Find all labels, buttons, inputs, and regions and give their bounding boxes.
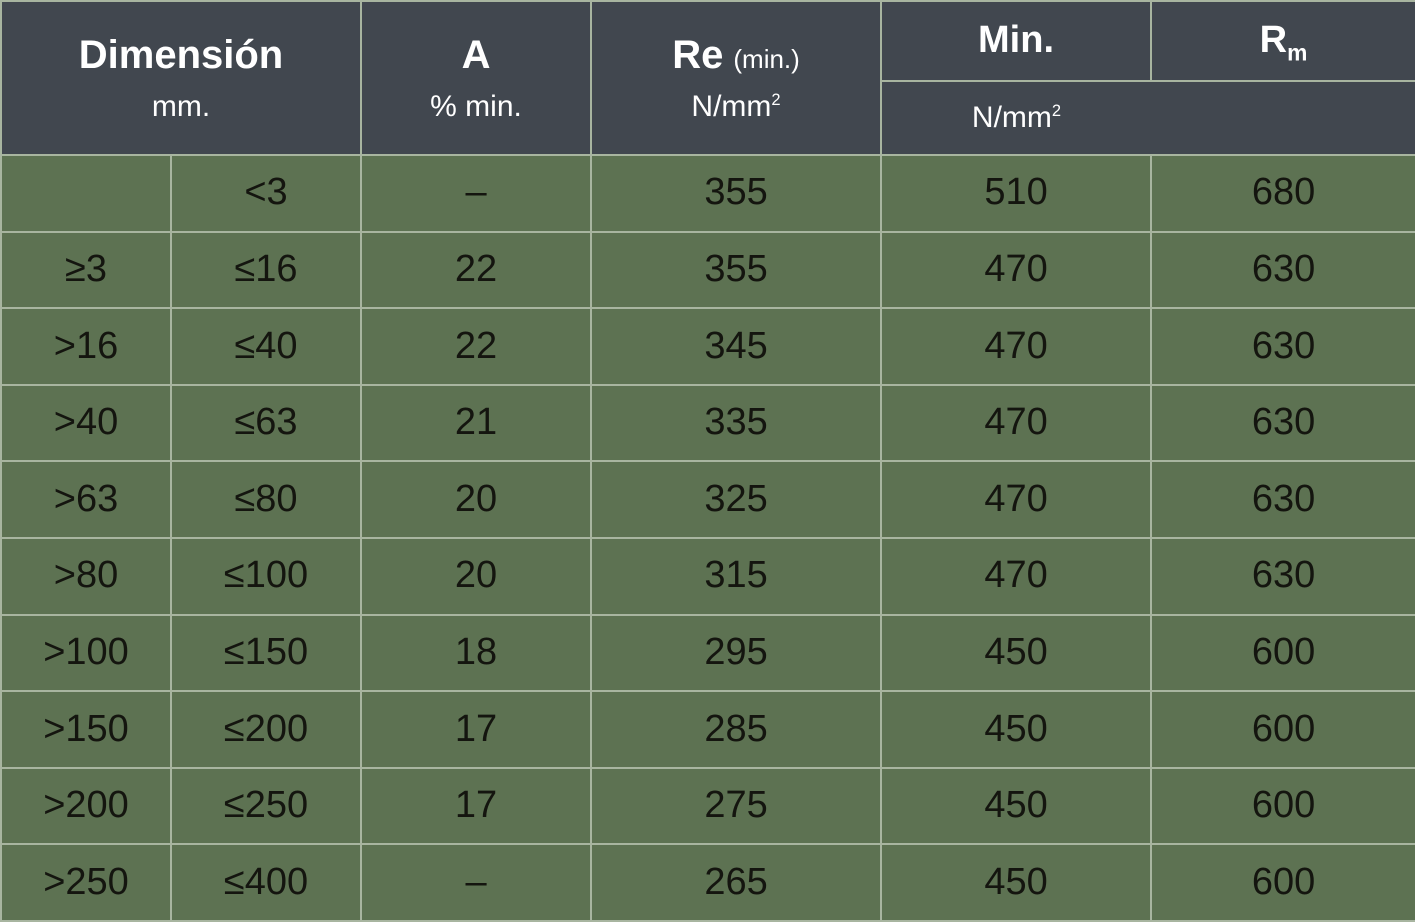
cell-A: 21 xyxy=(361,385,591,462)
cell-Rm-max: 630 xyxy=(1151,461,1415,538)
cell-Rm-min: 510 xyxy=(881,155,1151,232)
cell-Re: 345 xyxy=(591,308,881,385)
table-row: >250≤400–265450600 xyxy=(1,844,1415,921)
table-row: >100≤15018295450600 xyxy=(1,615,1415,692)
cell-A: 22 xyxy=(361,308,591,385)
cell-Re: 325 xyxy=(591,461,881,538)
cell-Rm-min: 470 xyxy=(881,385,1151,462)
cell-Re: 285 xyxy=(591,691,881,768)
cell-dim-to: ≤63 xyxy=(171,385,361,462)
cell-A: 20 xyxy=(361,538,591,615)
cell-dim-to: ≤100 xyxy=(171,538,361,615)
cell-A: 18 xyxy=(361,615,591,692)
cell-dim-from: >150 xyxy=(1,691,171,768)
cell-A: 22 xyxy=(361,232,591,309)
header-rm-mid-sub: m xyxy=(1287,40,1307,66)
col-header-rm-min: Min. xyxy=(881,1,1151,81)
header-A-sub: % min. xyxy=(362,90,590,125)
header-dimension-main: Dimensión xyxy=(2,32,360,78)
cell-Rm-min: 470 xyxy=(881,232,1151,309)
cell-Rm-min: 450 xyxy=(881,844,1151,921)
cell-Rm-min: 450 xyxy=(881,615,1151,692)
cell-dim-to: ≤400 xyxy=(171,844,361,921)
col-header-A: A % min. xyxy=(361,1,591,155)
cell-Re: 335 xyxy=(591,385,881,462)
cell-Rm-max: 600 xyxy=(1151,844,1415,921)
cell-A: – xyxy=(361,155,591,232)
cell-A: 20 xyxy=(361,461,591,538)
table-row: ≥3≤1622355470630 xyxy=(1,232,1415,309)
cell-Rm-max: 600 xyxy=(1151,691,1415,768)
table-row: >80≤10020315470630 xyxy=(1,538,1415,615)
table-row: >16≤4022345470630 xyxy=(1,308,1415,385)
header-rm-min-label: Min. xyxy=(882,19,1150,63)
cell-A: 17 xyxy=(361,768,591,845)
cell-dim-to: ≤16 xyxy=(171,232,361,309)
cell-Re: 355 xyxy=(591,232,881,309)
cell-dim-from xyxy=(1,155,171,232)
cell-A: – xyxy=(361,844,591,921)
cell-dim-to: ≤150 xyxy=(171,615,361,692)
header-rm-mid-base: R xyxy=(1260,19,1287,61)
cell-Rm-min: 470 xyxy=(881,538,1151,615)
cell-Rm-max: 630 xyxy=(1151,385,1415,462)
cell-Rm-min: 470 xyxy=(881,308,1151,385)
header-Re-main: Re xyxy=(672,33,723,77)
col-header-rm-spacer xyxy=(1151,81,1415,155)
table-row: <3–355510680 xyxy=(1,155,1415,232)
table-header: Dimensión mm. A % min. Re (min.) N/mm2 M… xyxy=(1,1,1415,155)
cell-dim-from: >63 xyxy=(1,461,171,538)
cell-dim-from: >100 xyxy=(1,615,171,692)
cell-dim-to: ≤80 xyxy=(171,461,361,538)
header-Re-suffix: (min.) xyxy=(733,44,799,74)
cell-Rm-min: 470 xyxy=(881,461,1151,538)
cell-dim-from: >40 xyxy=(1,385,171,462)
cell-Rm-max: 600 xyxy=(1151,615,1415,692)
cell-Rm-max: 630 xyxy=(1151,538,1415,615)
table-row: >63≤8020325470630 xyxy=(1,461,1415,538)
cell-dim-from: >200 xyxy=(1,768,171,845)
cell-Re: 315 xyxy=(591,538,881,615)
cell-Rm-min: 450 xyxy=(881,691,1151,768)
cell-dim-to: ≤40 xyxy=(171,308,361,385)
cell-dim-to: ≤250 xyxy=(171,768,361,845)
table-body: <3–355510680≥3≤1622355470630>16≤40223454… xyxy=(1,155,1415,921)
cell-Rm-max: 600 xyxy=(1151,768,1415,845)
header-dimension-sub: mm. xyxy=(2,90,360,125)
col-header-rm-mid: Rm xyxy=(1151,1,1415,81)
cell-Rm-max: 630 xyxy=(1151,232,1415,309)
col-header-rm-min-unit: N/mm2 xyxy=(881,81,1151,155)
cell-Rm-min: 450 xyxy=(881,768,1151,845)
cell-dim-from: >16 xyxy=(1,308,171,385)
cell-dim-from: >250 xyxy=(1,844,171,921)
cell-dim-from: >80 xyxy=(1,538,171,615)
cell-Re: 275 xyxy=(591,768,881,845)
material-properties-table: Dimensión mm. A % min. Re (min.) N/mm2 M… xyxy=(0,0,1415,922)
table-row: >40≤6321335470630 xyxy=(1,385,1415,462)
cell-Re: 295 xyxy=(591,615,881,692)
cell-Rm-max: 630 xyxy=(1151,308,1415,385)
cell-dim-to: <3 xyxy=(171,155,361,232)
header-Re-sub: N/mm2 xyxy=(592,90,880,125)
cell-Re: 355 xyxy=(591,155,881,232)
cell-A: 17 xyxy=(361,691,591,768)
header-A-main: A xyxy=(362,32,590,78)
cell-Rm-max: 680 xyxy=(1151,155,1415,232)
cell-Re: 265 xyxy=(591,844,881,921)
table-row: >200≤25017275450600 xyxy=(1,768,1415,845)
table-row: >150≤20017285450600 xyxy=(1,691,1415,768)
cell-dim-from: ≥3 xyxy=(1,232,171,309)
cell-dim-to: ≤200 xyxy=(171,691,361,768)
table-wrap: Dimensión mm. A % min. Re (min.) N/mm2 M… xyxy=(0,0,1415,922)
col-header-dimension: Dimensión mm. xyxy=(1,1,361,155)
col-header-Re: Re (min.) N/mm2 xyxy=(591,1,881,155)
